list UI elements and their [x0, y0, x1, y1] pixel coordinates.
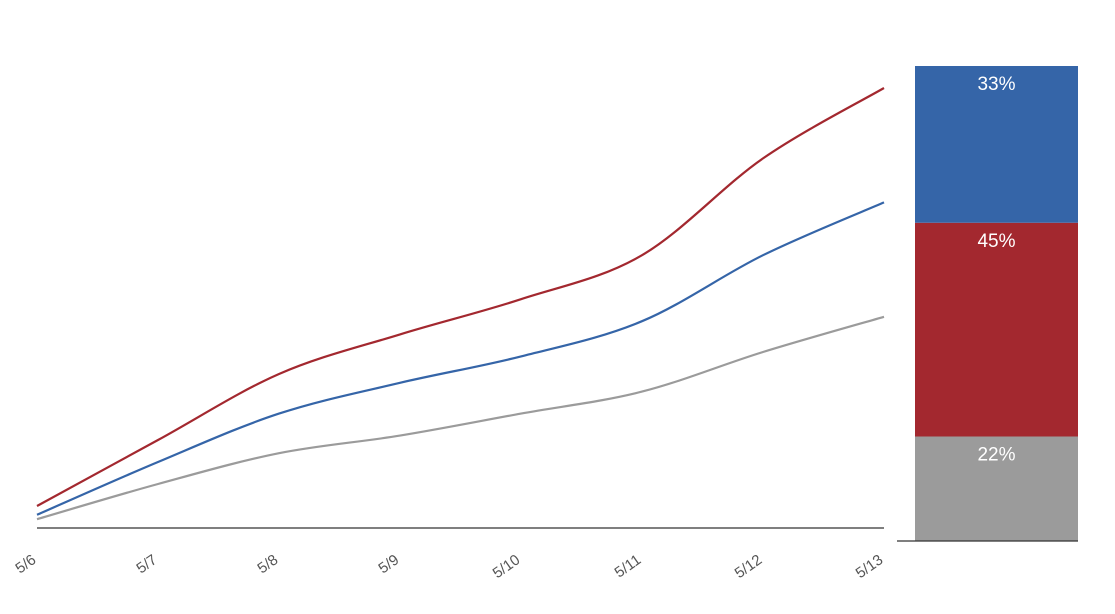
line	[36, 87, 885, 507]
x-tick-label: 5/13	[853, 551, 887, 582]
x-tick-label: 5/6	[12, 551, 39, 577]
line	[36, 315, 885, 521]
x-tick-label: 5/12	[732, 551, 766, 582]
value-label: 33%	[977, 74, 1015, 95]
line	[36, 201, 885, 516]
x-tick-label: 5/8	[254, 551, 281, 577]
bar-segment	[915, 66, 1078, 223]
x-tick-label: 5/11	[612, 551, 645, 581]
x-tick-label: 5/7	[133, 551, 160, 577]
x-tick-label: 5/9	[375, 551, 402, 577]
value-label: 45%	[977, 231, 1015, 252]
value-label: 22%	[977, 445, 1015, 466]
bar-segment	[915, 436, 1078, 541]
bar-segment	[915, 222, 1078, 437]
x-tick-label: 5/10	[490, 551, 524, 582]
